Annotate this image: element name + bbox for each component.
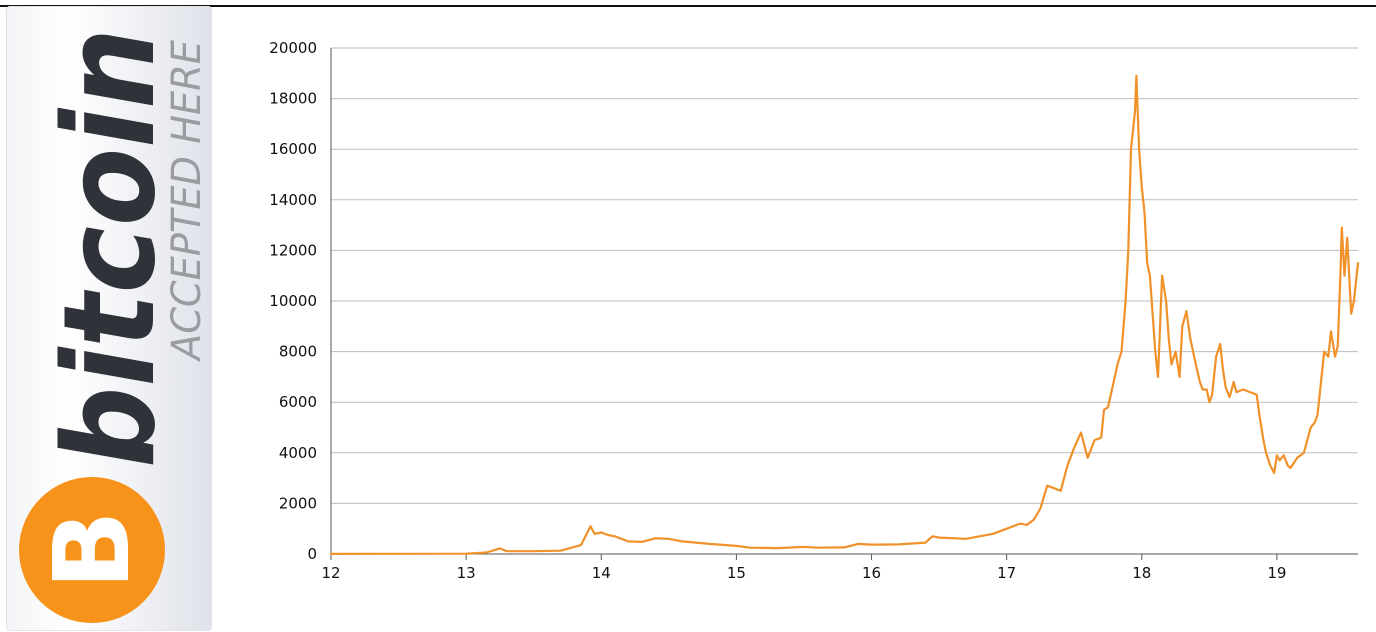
y-tick-label: 6000 bbox=[279, 393, 317, 411]
y-tick-labels: 0 2000 4000 6000 8000 10000 12000 14000 16000 180… bbox=[269, 39, 317, 563]
y-tick-label: 10000 bbox=[269, 292, 317, 310]
x-tick-label: 19 bbox=[1267, 564, 1286, 582]
y-tick-label: 18000 bbox=[269, 90, 317, 108]
grid-lines bbox=[331, 47, 1358, 504]
y-tick-label: 14000 bbox=[269, 191, 317, 209]
bitcoin-accepted-logo: B bitcoin ACCEPTED HERE bbox=[6, 6, 212, 631]
axes bbox=[330, 48, 1358, 560]
coin-symbol: B bbox=[31, 510, 153, 589]
top-rule bbox=[0, 5, 1376, 7]
y-tick-label: 20000 bbox=[269, 39, 317, 57]
x-tick-label: 17 bbox=[997, 564, 1016, 582]
x-tick-label: 14 bbox=[592, 564, 611, 582]
bitcoin-coin-icon: B bbox=[19, 477, 165, 623]
accepted-here-tagline: ACCEPTED HERE bbox=[164, 39, 210, 363]
x-tick-label: 16 bbox=[862, 564, 881, 582]
y-tick-label: 8000 bbox=[279, 343, 317, 361]
bitcoin-logo-graphic: B bitcoin ACCEPTED HERE bbox=[19, 28, 210, 623]
x-tick-label: 12 bbox=[321, 564, 340, 582]
series bbox=[329, 74, 1360, 556]
y-tick-label: 16000 bbox=[269, 140, 317, 158]
y-tick-label: 0 bbox=[307, 545, 317, 563]
bitcoin-wordmark: bitcoin bbox=[36, 28, 183, 468]
x-tick-labels: 12 13 14 15 16 17 18 19 bbox=[321, 564, 1286, 582]
x-tick-label: 15 bbox=[727, 564, 746, 582]
x-tick-label: 18 bbox=[1132, 564, 1151, 582]
x-tick-label: 13 bbox=[457, 564, 476, 582]
y-tick-label: 2000 bbox=[279, 494, 317, 512]
y-tick-label: 4000 bbox=[279, 444, 317, 462]
y-tick-label: 12000 bbox=[269, 241, 317, 259]
price-line bbox=[329, 74, 1360, 556]
